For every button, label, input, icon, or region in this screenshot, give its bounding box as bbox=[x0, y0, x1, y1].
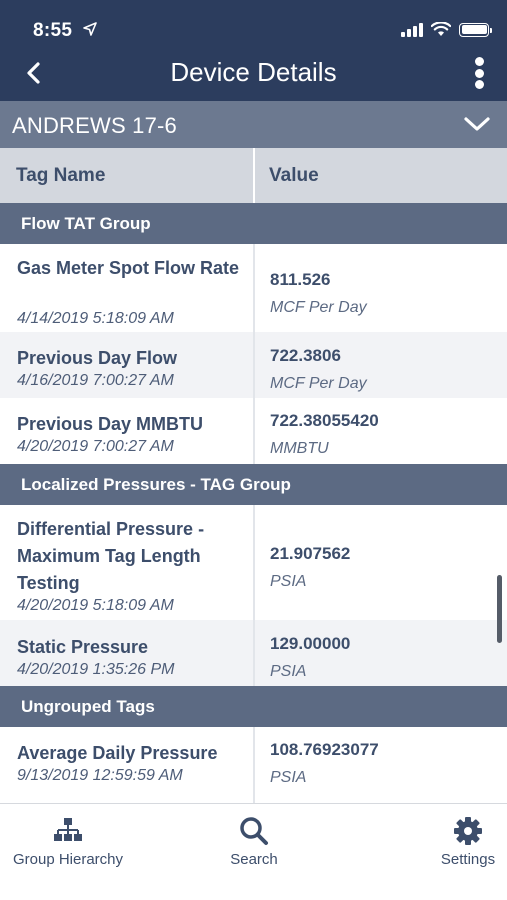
tag-timestamp: 4/20/2019 7:00:27 AM bbox=[17, 438, 174, 455]
tag-row[interactable]: Differential Pressure - Maximum Tag Leng… bbox=[0, 505, 507, 620]
tag-value: 811.526 bbox=[270, 270, 331, 289]
row-divider bbox=[253, 398, 255, 464]
back-button[interactable] bbox=[18, 56, 48, 90]
tag-row[interactable]: Gas Meter Spot Flow Rate 4/14/2019 5:18:… bbox=[0, 244, 507, 332]
tab-settings[interactable]: Settings bbox=[430, 804, 506, 874]
more-options-button[interactable] bbox=[471, 57, 487, 89]
column-header-tag-name: Tag Name bbox=[16, 165, 106, 186]
row-divider bbox=[253, 620, 255, 686]
tag-name: Gas Meter Spot Flow Rate bbox=[17, 258, 240, 278]
column-divider bbox=[253, 148, 255, 203]
tag-timestamp: 4/20/2019 1:35:26 PM bbox=[17, 661, 175, 678]
tag-row[interactable]: Static Pressure 4/20/2019 1:35:26 PM 129… bbox=[0, 620, 507, 686]
tab-search[interactable]: Search bbox=[214, 804, 294, 874]
tag-name: Differential Pressure - Maximum Tag Leng… bbox=[17, 519, 205, 593]
tag-name: Previous Day Flow bbox=[17, 348, 178, 368]
scrollbar[interactable] bbox=[497, 575, 502, 643]
row-divider bbox=[253, 332, 255, 398]
more-dot bbox=[474, 80, 484, 89]
gear-icon bbox=[454, 817, 482, 845]
tag-name: Average Daily Pressure bbox=[17, 743, 218, 763]
chevron-down-icon bbox=[464, 117, 490, 131]
group-header: Ungrouped Tags bbox=[0, 686, 507, 727]
tag-timestamp: 4/20/2019 5:18:09 AM bbox=[17, 597, 174, 614]
tab-label: Settings bbox=[440, 851, 496, 868]
tag-value: 129.00000 bbox=[270, 634, 351, 653]
device-name: ANDREWS 17-6 bbox=[12, 113, 177, 138]
cellular-signal-icon bbox=[401, 22, 423, 37]
group-header: Flow TAT Group bbox=[0, 203, 507, 244]
tag-unit: PSIA bbox=[270, 573, 307, 590]
location-arrow-icon bbox=[83, 22, 97, 36]
tag-unit: PSIA bbox=[270, 663, 307, 680]
tag-value: 108.76923077 bbox=[270, 740, 379, 759]
navigation-bar: 8:55 Device Details bbox=[0, 0, 507, 101]
tag-timestamp: 9/13/2019 12:59:59 AM bbox=[17, 767, 183, 784]
wifi-icon bbox=[431, 22, 451, 36]
group-header: Localized Pressures - TAG Group bbox=[0, 464, 507, 505]
tag-row[interactable]: Average Daily Pressure 9/13/2019 12:59:5… bbox=[0, 727, 507, 803]
tag-value: 722.3806 bbox=[270, 346, 341, 365]
search-icon bbox=[240, 817, 268, 845]
table-header: Tag Name Value bbox=[0, 148, 507, 203]
chevron-left-icon bbox=[27, 62, 40, 84]
column-header-value: Value bbox=[269, 165, 319, 186]
tab-group-hierarchy[interactable]: Group Hierarchy bbox=[8, 804, 128, 874]
tab-bar: Group Hierarchy Search Settings bbox=[0, 803, 507, 900]
tag-row[interactable]: Previous Day Flow 4/16/2019 7:00:27 AM 7… bbox=[0, 332, 507, 398]
page-title: Device Details bbox=[170, 57, 337, 87]
tag-unit: MCF Per Day bbox=[270, 299, 367, 316]
battery-icon bbox=[459, 22, 492, 37]
status-indicators bbox=[401, 22, 492, 37]
row-divider bbox=[253, 505, 255, 620]
row-divider bbox=[253, 244, 255, 332]
tag-timestamp: 4/16/2019 7:00:27 AM bbox=[17, 372, 174, 389]
tag-timestamp: 4/14/2019 5:18:09 AM bbox=[17, 310, 174, 327]
tag-unit: PSIA bbox=[270, 769, 307, 786]
row-divider bbox=[253, 727, 255, 803]
tag-value: 21.907562 bbox=[270, 544, 351, 563]
tag-unit: MCF Per Day bbox=[270, 375, 367, 392]
more-dot bbox=[474, 68, 484, 78]
tag-value: 722.38055420 bbox=[270, 411, 379, 430]
tab-label: Search bbox=[230, 851, 278, 868]
tag-name: Static Pressure bbox=[17, 637, 149, 657]
tag-name: Previous Day MMBTU bbox=[17, 414, 204, 434]
tag-unit: MMBTU bbox=[270, 440, 329, 457]
hierarchy-icon bbox=[54, 818, 82, 841]
tag-list[interactable]: Flow TAT Group Gas Meter Spot Flow Rate … bbox=[0, 203, 507, 803]
tab-label: Group Hierarchy bbox=[12, 851, 124, 868]
tag-row[interactable]: Previous Day MMBTU 4/20/2019 7:00:27 AM … bbox=[0, 398, 507, 464]
status-time: 8:55 bbox=[33, 20, 73, 41]
more-dot bbox=[474, 57, 484, 66]
device-selector[interactable]: ANDREWS 17-6 bbox=[0, 101, 507, 148]
